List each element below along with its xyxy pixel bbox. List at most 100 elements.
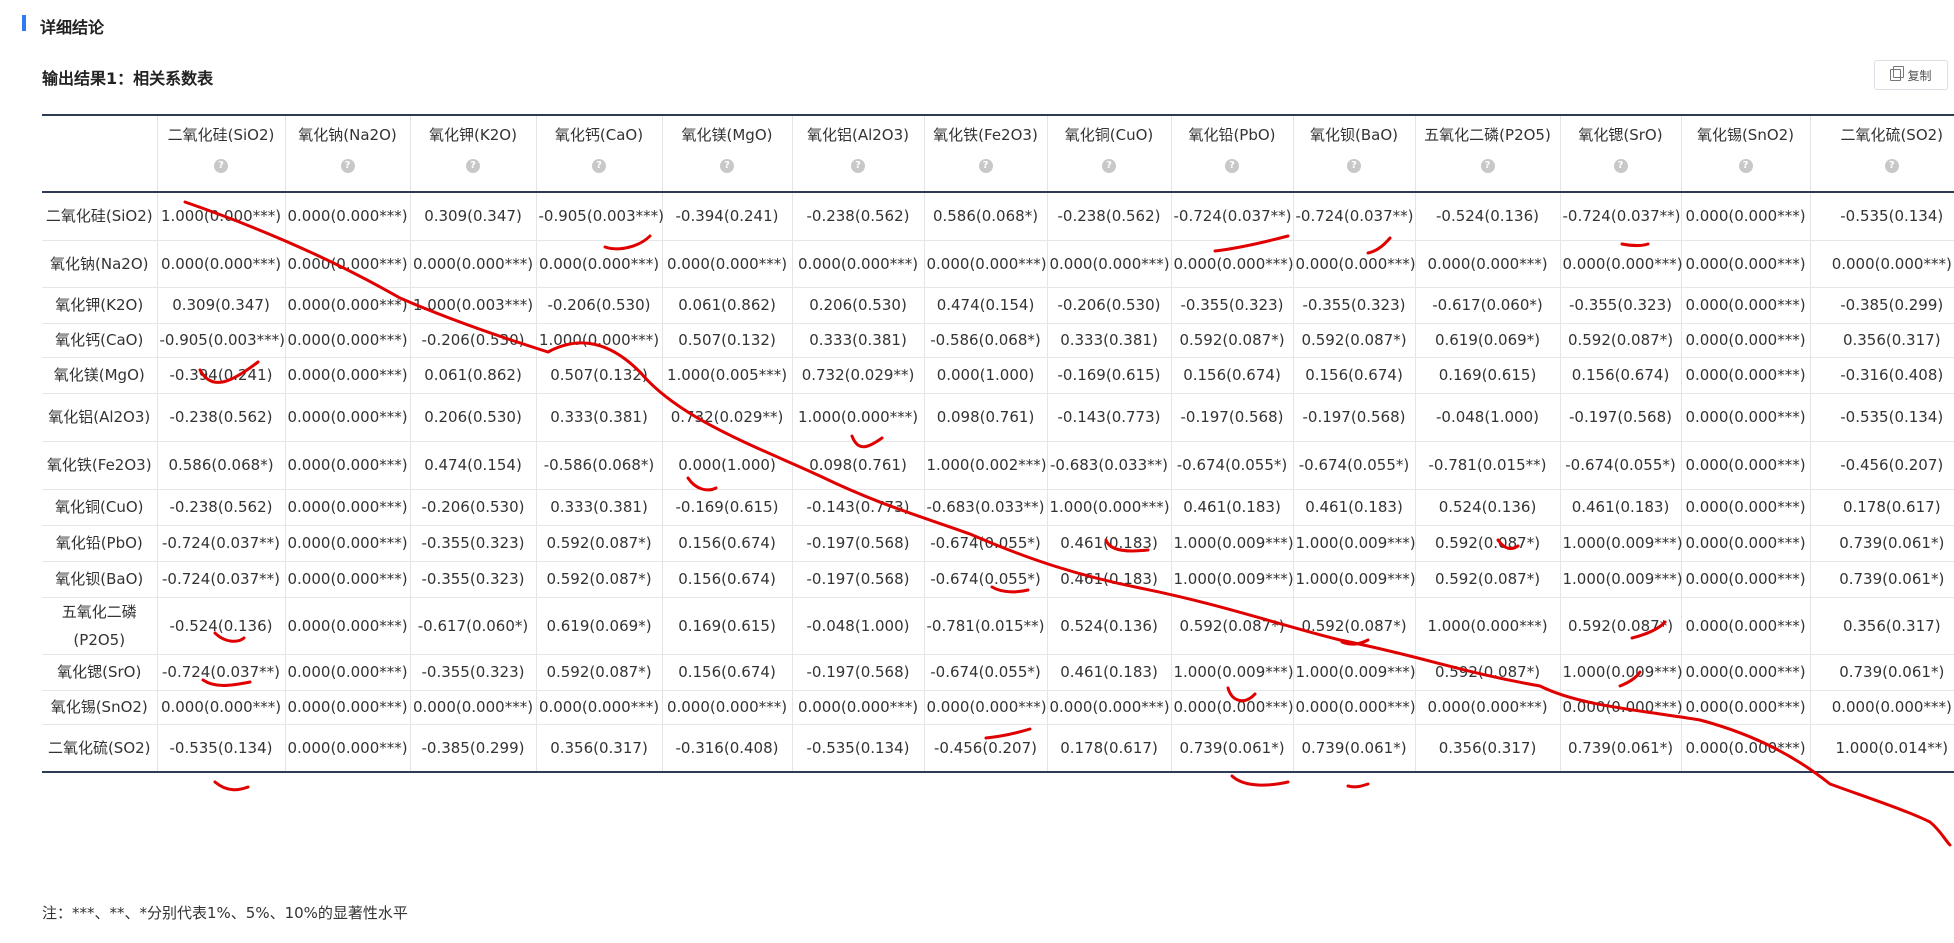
correlation-table-container: 二氧化硅(SiO2)? 氧化钠(Na2O)? 氧化钾(K2O)? 氧化钙(CaO)? 氧… <box>42 114 1954 773</box>
correlation-cell: -0.238(0.562) <box>156 489 285 526</box>
correlation-cell: -0.394(0.241) <box>156 357 285 394</box>
table-row: 氧化锡(SnO2) 0.000(0.000***) 0.000(0.000***) 0… <box>42 690 1954 725</box>
correlation-cell: 0.592(0.087*) <box>1170 323 1293 358</box>
help-icon[interactable]: ? <box>851 159 865 173</box>
table-row: 氧化钾(K2O) 0.309(0.347) 0.000(0.000***) 1.000… <box>42 287 1954 324</box>
column-header: 二氧化硅(SiO2)? <box>156 114 285 193</box>
help-icon[interactable]: ? <box>1884 159 1899 173</box>
correlation-cell: 0.000(0.000***) <box>661 240 792 288</box>
correlation-cell: -0.394(0.241) <box>661 192 792 241</box>
correlation-cell: 0.461(0.183) <box>1046 561 1171 598</box>
correlation-cell: 0.000(0.000***) <box>923 690 1047 725</box>
correlation-cell: 0.592(0.087*) <box>1414 525 1560 562</box>
correlation-cell: -0.206(0.530) <box>409 323 536 358</box>
correlation-cell: 0.592(0.087*) <box>535 654 662 691</box>
correlation-cell: 0.206(0.530) <box>409 393 536 442</box>
column-header: 氧化锡(SnO2)? <box>1680 114 1810 193</box>
copy-icon <box>1890 66 1905 81</box>
row-header-label: 氧化铝(Al2O3) <box>42 393 157 442</box>
correlation-cell: 0.619(0.069*) <box>1414 323 1560 358</box>
column-header: 氧化锶(SrO)? <box>1559 114 1681 193</box>
correlation-cell: 1.000(0.000***) <box>1046 489 1171 526</box>
help-icon[interactable]: ? <box>1613 159 1628 173</box>
row-header-label: 氧化钾(K2O) <box>42 287 157 324</box>
correlation-cell: -0.197(0.568) <box>791 561 924 598</box>
correlation-cell: -0.724(0.037**) <box>156 561 285 598</box>
correlation-cell: 0.000(0.000***) <box>409 240 536 288</box>
help-icon[interactable]: ? <box>466 159 480 173</box>
correlation-cell: 0.000(1.000) <box>923 357 1047 394</box>
correlation-cell: -0.206(0.530) <box>1046 287 1171 324</box>
correlation-cell: 0.000(0.000***) <box>535 240 662 288</box>
help-icon[interactable]: ? <box>214 159 228 173</box>
correlation-cell: 0.000(0.000***) <box>1680 489 1810 526</box>
correlation-cell: 0.000(0.000***) <box>284 393 410 442</box>
correlation-cell: 1.000(0.002***) <box>923 441 1047 490</box>
column-header: 二氧化硫(SO2)? <box>1809 114 1954 193</box>
correlation-cell: 0.461(0.183) <box>1046 525 1171 562</box>
help-icon[interactable]: ? <box>1102 159 1116 173</box>
table-row: 氧化铜(CuO) -0.238(0.562) 0.000(0.000***) -0.2… <box>42 489 1954 526</box>
help-icon[interactable]: ? <box>978 159 993 173</box>
help-icon[interactable]: ? <box>720 159 734 173</box>
correlation-cell: -0.617(0.060*) <box>409 597 536 655</box>
correlation-cell: -0.674(0.055*) <box>1559 441 1681 490</box>
copy-button[interactable]: 复制 <box>1874 60 1948 90</box>
correlation-cell: 0.156(0.674) <box>661 654 792 691</box>
correlation-cell: 0.000(0.000***) <box>284 240 410 288</box>
correlation-cell: 0.000(0.000***) <box>1680 192 1810 241</box>
column-header: 五氧化二磷(P2O5)? <box>1414 114 1560 193</box>
correlation-cell: -0.197(0.568) <box>1559 393 1681 442</box>
correlation-cell: 1.000(0.005***) <box>661 357 792 394</box>
correlation-cell: 0.000(0.000***) <box>1680 597 1810 655</box>
correlation-cell: 0.333(0.381) <box>535 489 662 526</box>
correlation-cell: 0.000(0.000***) <box>284 441 410 490</box>
row-header-label: 二氧化硅(SiO2) <box>42 192 157 241</box>
correlation-cell: -0.724(0.037**) <box>156 654 285 691</box>
correlation-cell: 0.000(0.000***) <box>284 525 410 562</box>
correlation-cell: 0.000(0.000***) <box>1809 240 1954 288</box>
underline-mark <box>213 780 250 792</box>
help-icon[interactable]: ? <box>1738 159 1753 173</box>
column-header-label: 氧化铜(CuO) <box>1064 126 1154 144</box>
correlation-cell: 0.586(0.068*) <box>156 441 285 490</box>
correlation-cell: 0.156(0.674) <box>661 525 792 562</box>
column-header-label: 氧化锡(SnO2) <box>1696 126 1795 144</box>
column-header: 氧化钙(CaO)? <box>535 114 662 193</box>
column-header: 氧化钡(BaO)? <box>1292 114 1415 193</box>
result-title: 输出结果1：相关系数表 <box>42 69 214 88</box>
correlation-cell: 0.309(0.347) <box>156 287 285 324</box>
table-row: 二氧化硫(SO2) -0.535(0.134) 0.000(0.000***) -0.… <box>42 724 1954 773</box>
correlation-cell: 0.461(0.183) <box>1046 654 1171 691</box>
help-icon[interactable]: ? <box>1480 159 1495 173</box>
correlation-cell: 0.524(0.136) <box>1046 597 1171 655</box>
correlation-cell: -0.316(0.408) <box>1809 357 1954 394</box>
correlation-cell: -0.674(0.055*) <box>923 654 1047 691</box>
correlation-cell: 1.000(0.009***) <box>1559 525 1683 562</box>
correlation-cell: -0.683(0.033**) <box>923 489 1047 526</box>
correlation-cell: 0.474(0.154) <box>923 287 1047 324</box>
correlation-cell: 0.619(0.069*) <box>535 597 662 655</box>
correlation-cell: 0.461(0.183) <box>1559 489 1681 526</box>
correlation-cell: 0.000(0.000***) <box>1680 323 1810 358</box>
help-icon[interactable]: ? <box>592 159 606 173</box>
correlation-cell: 0.000(0.000***) <box>1680 240 1810 288</box>
correlation-cell: -0.724(0.037**) <box>1559 192 1681 241</box>
correlation-cell: -0.781(0.015**) <box>1414 441 1560 490</box>
correlation-cell: 1.000(0.009***) <box>1559 561 1683 598</box>
help-icon[interactable]: ? <box>340 159 355 173</box>
correlation-cell: 0.739(0.061*) <box>1559 724 1681 773</box>
correlation-cell: -0.206(0.530) <box>409 489 536 526</box>
table-row: 氧化镁(MgO) -0.394(0.241) 0.000(0.000***) 0.06… <box>42 357 1954 394</box>
help-icon[interactable]: ? <box>1225 159 1239 173</box>
row-header-label: 氧化锡(SnO2) <box>42 690 157 725</box>
correlation-cell: 0.000(0.000***) <box>284 489 410 526</box>
correlation-cell: 0.592(0.087*) <box>1414 654 1560 691</box>
help-icon[interactable]: ? <box>1347 159 1361 173</box>
correlation-cell: -0.683(0.033**) <box>1046 441 1171 490</box>
correlation-cell: -0.905(0.003***) <box>156 323 285 358</box>
column-header-label: 五氧化二磷(P2O5) <box>1424 126 1551 144</box>
correlation-cell: 0.000(0.000***) <box>1046 690 1171 725</box>
table-row: 氧化钙(CaO) -0.905(0.003***) 0.000(0.000***) -… <box>42 323 1954 358</box>
correlation-cell: 1.000(0.009***) <box>1170 561 1294 598</box>
